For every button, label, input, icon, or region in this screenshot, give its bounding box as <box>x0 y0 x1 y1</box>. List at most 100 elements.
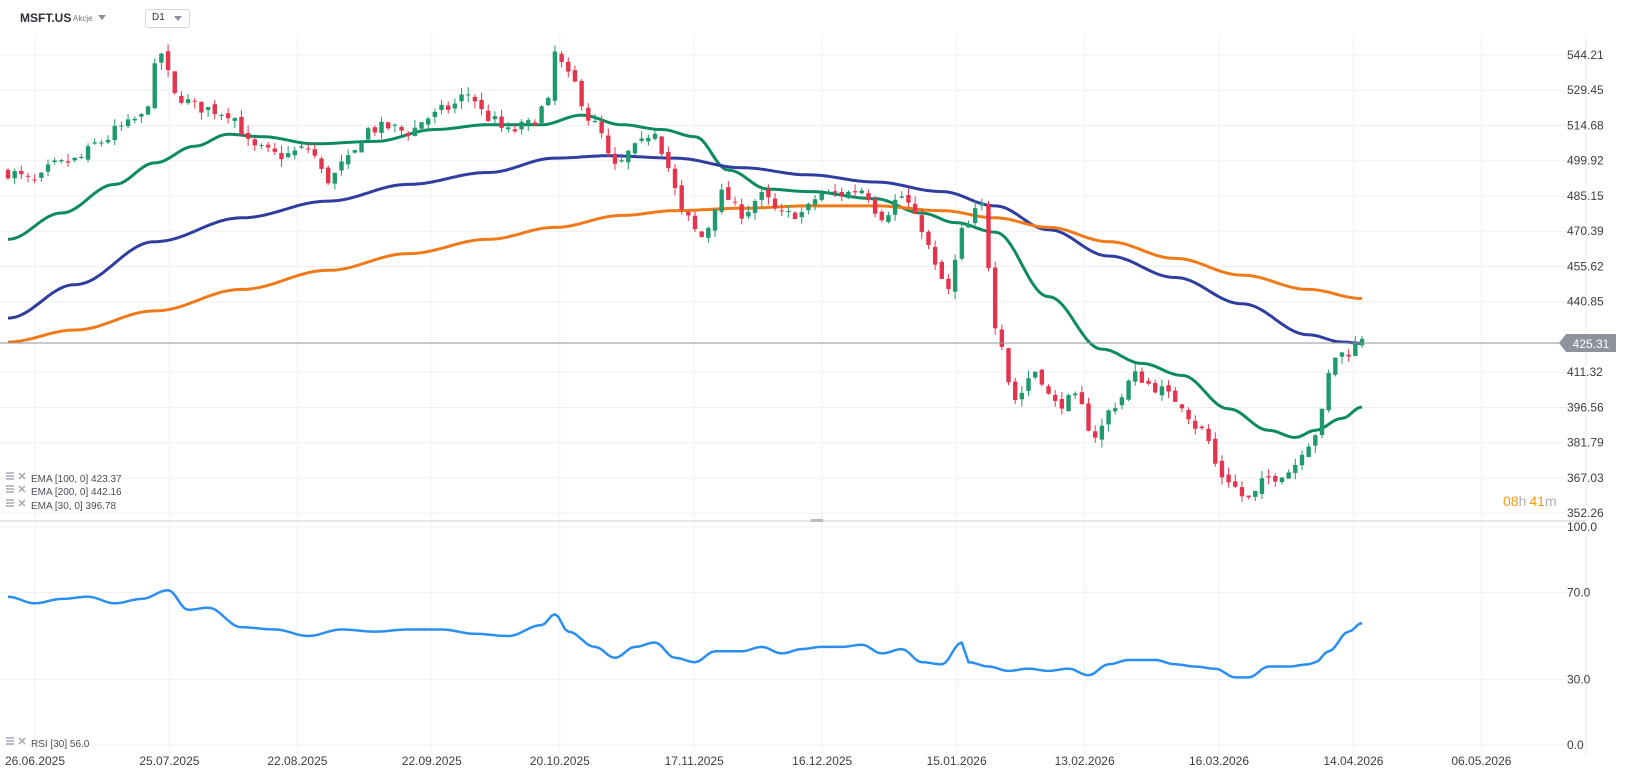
candle-up <box>259 143 264 150</box>
candle-up <box>759 188 764 207</box>
candle-down <box>1219 455 1225 485</box>
candle-up <box>459 88 464 109</box>
candle-down <box>5 167 11 181</box>
candle-down <box>245 125 251 147</box>
candle-up <box>712 209 718 237</box>
legend-label: EMA [200, 0] 442.16 <box>31 487 122 498</box>
candle-down <box>265 142 271 153</box>
candle-down <box>1012 377 1018 405</box>
candle-up <box>826 189 831 195</box>
date-tick-label: 06.05.2026 <box>1451 754 1511 768</box>
candle-down <box>572 65 578 83</box>
candle-down <box>1239 481 1245 502</box>
candle-up <box>432 108 438 124</box>
menu-icon[interactable] <box>6 737 14 745</box>
candle-up <box>159 52 164 70</box>
candle-down <box>1052 390 1058 407</box>
candle-up <box>1333 357 1338 377</box>
price-tick-label: 529.45 <box>1567 83 1604 97</box>
legend-ema-100[interactable]: EMA [100, 0] 423.37 <box>6 472 122 485</box>
candle-down <box>32 174 37 184</box>
date-tick-label: 15.01.2026 <box>927 754 987 768</box>
indicator-legend: EMA [100, 0] 423.37 EMA [200, 0] 442.16 EM… <box>6 472 122 750</box>
price-tick-label: 499.92 <box>1567 154 1604 168</box>
candle-down <box>919 208 924 239</box>
candle-down <box>872 195 878 218</box>
candle-up <box>352 149 358 154</box>
chevron-down-icon <box>174 16 182 21</box>
candle-up <box>846 190 851 200</box>
candle-up <box>526 117 531 132</box>
candle-up <box>1339 352 1345 364</box>
legend-ema-30[interactable]: EMA [30, 0] 396.78 <box>6 499 116 512</box>
candle-up <box>92 138 97 145</box>
candle-down <box>1213 432 1218 467</box>
candle-down <box>239 110 244 136</box>
candle-up <box>1306 443 1311 458</box>
candle-down <box>1273 473 1278 487</box>
rsi-tick-label: 0.0 <box>1567 738 1584 752</box>
candle-down <box>172 71 177 95</box>
candle-up <box>1259 471 1265 500</box>
candle-up <box>145 105 151 116</box>
legend-rsi[interactable]: RSI [30] 56.0 <box>6 737 90 750</box>
candle-down <box>612 147 618 170</box>
candle-down <box>666 146 671 172</box>
candle-up <box>506 122 511 133</box>
candle-down <box>272 142 277 156</box>
candle-up <box>619 153 624 163</box>
candle-down <box>65 154 71 167</box>
candle-up <box>1319 407 1325 439</box>
current-price-value: 425.31 <box>1573 337 1610 351</box>
candlestick-series <box>5 44 1365 502</box>
candle-down <box>986 201 991 272</box>
candle-down <box>1079 386 1085 405</box>
candle-down <box>399 125 404 136</box>
candle-down <box>579 79 584 111</box>
candle-down <box>732 196 738 206</box>
symbol-selector[interactable]: MSFT.US <box>20 11 72 25</box>
candle-down <box>479 92 484 116</box>
price-tick-label: 485.15 <box>1567 189 1604 203</box>
candle-down <box>1086 397 1091 432</box>
close-icon[interactable] <box>18 472 26 480</box>
candle-up <box>1353 336 1358 357</box>
candle-down <box>1199 425 1205 431</box>
menu-icon[interactable] <box>6 499 14 507</box>
candle-down <box>19 165 24 180</box>
candle-down <box>486 104 491 122</box>
candle-down <box>832 184 838 197</box>
candle-up <box>552 45 558 106</box>
menu-icon[interactable] <box>6 472 14 480</box>
date-tick-label: 22.09.2025 <box>402 754 462 768</box>
close-icon[interactable] <box>18 499 26 507</box>
candle-down <box>372 125 378 136</box>
candle-up <box>345 149 351 169</box>
candle-down <box>559 51 564 68</box>
candle-up <box>112 119 117 145</box>
candle-up <box>1113 402 1118 415</box>
candle-down <box>305 143 311 154</box>
candle-up <box>1073 391 1078 400</box>
candle-up <box>799 207 804 224</box>
menu-icon[interactable] <box>6 485 14 493</box>
legend-label: RSI [30] 56.0 <box>31 739 90 750</box>
legend-ema-200[interactable]: EMA [200, 0] 442.16 <box>6 485 122 498</box>
close-icon[interactable] <box>18 485 26 493</box>
candle-down <box>179 91 184 105</box>
candle-up <box>1119 393 1125 410</box>
candle-down <box>325 165 331 185</box>
candle-up <box>426 116 431 132</box>
candle-up <box>1019 386 1025 407</box>
candle-down <box>225 107 231 124</box>
candle-down <box>1139 367 1145 383</box>
candle-up <box>419 122 424 129</box>
timeframe-select[interactable]: D1 <box>145 9 190 28</box>
close-icon[interactable] <box>18 737 26 745</box>
pane-resize-handle[interactable] <box>811 519 823 522</box>
candle-up <box>646 134 651 146</box>
candle-down <box>532 119 538 126</box>
symbol-dropdown-icon[interactable] <box>98 15 106 20</box>
candle-down <box>512 124 518 134</box>
